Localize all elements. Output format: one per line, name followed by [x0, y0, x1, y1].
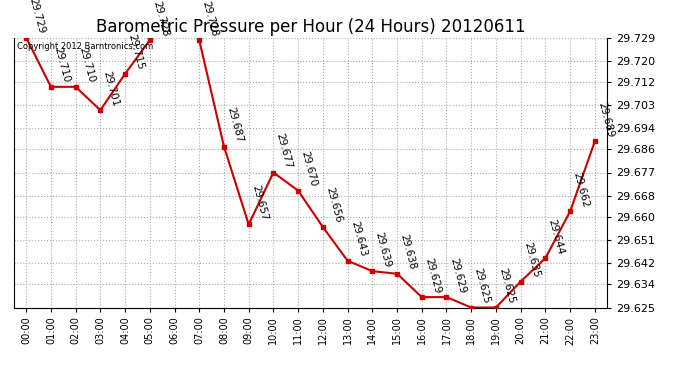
Text: 29.657: 29.657	[250, 184, 269, 222]
Text: 29.715: 29.715	[126, 33, 146, 71]
Text: 29.728: 29.728	[151, 0, 170, 38]
Text: 29.656: 29.656	[324, 186, 344, 224]
Text: 29.729: 29.729	[28, 0, 47, 35]
Text: 29.687: 29.687	[226, 106, 244, 144]
Text: 29.689: 29.689	[596, 101, 615, 139]
Text: 29.643: 29.643	[349, 220, 368, 258]
Text: Copyright 2012 Barntronics.com: Copyright 2012 Barntronics.com	[17, 42, 153, 51]
Text: 29.777: 29.777	[0, 374, 1, 375]
Text: 29.662: 29.662	[571, 171, 591, 208]
Text: 29.710: 29.710	[52, 46, 71, 84]
Text: 29.644: 29.644	[546, 217, 566, 255]
Text: 29.635: 29.635	[522, 241, 541, 279]
Text: 29.677: 29.677	[275, 132, 294, 170]
Title: Barometric Pressure per Hour (24 Hours) 20120611: Barometric Pressure per Hour (24 Hours) …	[96, 18, 525, 36]
Text: 29.710: 29.710	[77, 46, 96, 84]
Text: 29.701: 29.701	[101, 70, 121, 107]
Text: 29.670: 29.670	[299, 150, 319, 188]
Text: 29.625: 29.625	[473, 267, 492, 305]
Text: 29.629: 29.629	[423, 256, 442, 294]
Text: 29.728: 29.728	[201, 0, 219, 38]
Text: 29.638: 29.638	[398, 233, 417, 271]
Text: 29.625: 29.625	[497, 267, 516, 305]
Text: 29.629: 29.629	[448, 256, 467, 294]
Text: 29.639: 29.639	[374, 231, 393, 268]
